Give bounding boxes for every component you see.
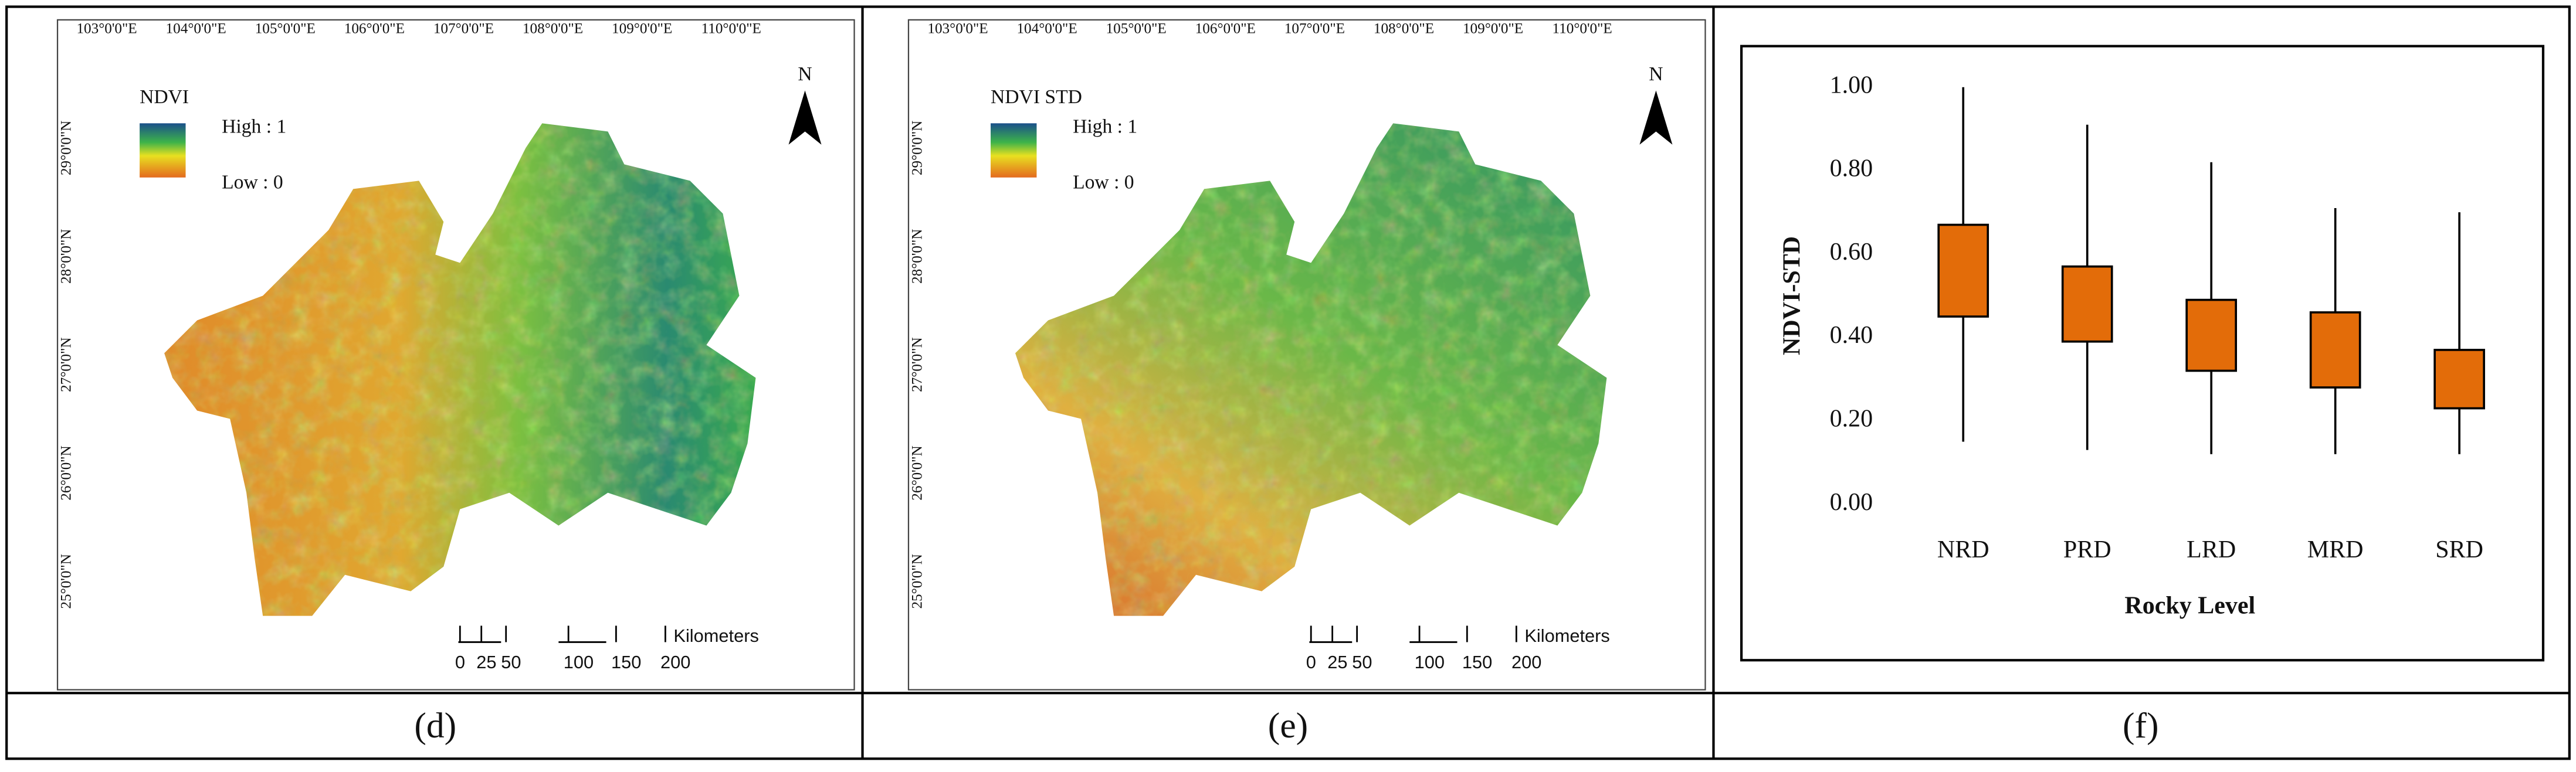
latitude-label: 26°0'0"N	[910, 445, 926, 500]
latitude-label: 25°0'0"N	[910, 554, 926, 608]
scale-label: 150	[1462, 652, 1492, 672]
map-frame	[907, 19, 1706, 691]
longitude-label: 103°0'0"E	[76, 21, 137, 36]
latitude-label: 28°0'0"N	[59, 229, 74, 283]
box	[2061, 265, 2113, 343]
x-tick-label: NRD	[1937, 536, 1989, 563]
north-arrow	[1639, 90, 1673, 145]
panel-label: (f)	[2123, 706, 2159, 746]
map-frame	[56, 19, 855, 691]
scale-unit: Kilometers	[673, 625, 758, 646]
longitude-label: 109°0'0"E	[612, 21, 672, 36]
x-tick-label: LRD	[2187, 536, 2236, 563]
legend-ramp	[140, 123, 186, 178]
longitude-label: 105°0'0"E	[255, 21, 316, 36]
longitude-label: 107°0'0"E	[433, 21, 494, 36]
scale-unit: Kilometers	[1524, 625, 1609, 646]
y-tick-label: 0.40	[1830, 322, 1873, 349]
y-tick-label: 0.80	[1830, 155, 1873, 182]
chart-frame	[1740, 45, 2545, 662]
latitude-label: 27°0'0"N	[59, 337, 74, 392]
latitude-label: 28°0'0"N	[910, 229, 926, 283]
scale-label: 0	[1306, 652, 1316, 672]
longitude-label: 107°0'0"E	[1284, 21, 1345, 36]
legend-title: NDVI	[140, 86, 189, 108]
north-label: N	[1649, 63, 1663, 85]
scale-label: 100	[564, 652, 594, 672]
scale-label: 100	[1415, 652, 1445, 672]
map-texture	[164, 123, 756, 616]
x-tick-label: MRD	[2307, 536, 2364, 563]
north-arrow	[788, 90, 822, 145]
scale-label: 150	[611, 652, 641, 672]
longitude-label: 109°0'0"E	[1463, 21, 1523, 36]
scale-label: 25	[1327, 652, 1347, 672]
y-tick-label: 0.60	[1830, 239, 1873, 266]
y-tick-label: 0.00	[1830, 489, 1873, 516]
scale-label: 25	[476, 652, 496, 672]
legend-low: Low : 0	[222, 172, 283, 193]
longitude-label: 110°0'0"E	[1553, 21, 1612, 36]
panel-label: (d)	[414, 706, 456, 746]
x-axis-label: Rocky Level	[2124, 592, 2255, 619]
longitude-label: 103°0'0"E	[927, 21, 988, 36]
north-label: N	[798, 63, 812, 85]
longitude-label: 108°0'0"E	[523, 21, 583, 36]
x-tick-label: PRD	[2063, 536, 2111, 563]
longitude-label: 104°0'0"E	[1016, 21, 1077, 36]
longitude-label: 110°0'0"E	[701, 21, 761, 36]
longitude-label: 106°0'0"E	[344, 21, 405, 36]
legend-ramp	[991, 123, 1037, 178]
legend-low: Low : 0	[1073, 172, 1134, 193]
legend-high: High : 1	[222, 115, 286, 137]
scale-label: 50	[1352, 652, 1372, 672]
box	[2433, 349, 2485, 410]
x-tick-label: SRD	[2435, 536, 2483, 563]
y-axis-label: NDVI-STD	[1778, 236, 1805, 355]
latitude-label: 29°0'0"N	[910, 121, 926, 175]
panel-label: (e)	[1268, 706, 1308, 746]
latitude-label: 29°0'0"N	[59, 121, 74, 175]
longitude-label: 105°0'0"E	[1106, 21, 1167, 36]
map-texture	[1015, 123, 1607, 616]
longitude-label: 108°0'0"E	[1374, 21, 1434, 36]
y-tick-label: 1.00	[1830, 72, 1873, 98]
scale-label: 50	[501, 652, 521, 672]
table-border	[5, 5, 2571, 760]
legend-high: High : 1	[1073, 115, 1137, 137]
longitude-label: 104°0'0"E	[166, 21, 226, 36]
scale-label: 200	[660, 652, 690, 672]
scale-label: 0	[455, 652, 465, 672]
box	[2185, 298, 2238, 372]
scale-label: 200	[1511, 652, 1541, 672]
latitude-label: 26°0'0"N	[59, 445, 74, 500]
box	[2309, 311, 2361, 389]
latitude-label: 27°0'0"N	[910, 337, 926, 392]
legend-title: NDVI STD	[991, 86, 1082, 108]
longitude-label: 106°0'0"E	[1195, 21, 1256, 36]
latitude-label: 25°0'0"N	[59, 554, 74, 608]
box	[1937, 223, 1989, 318]
y-tick-label: 0.20	[1830, 406, 1873, 433]
